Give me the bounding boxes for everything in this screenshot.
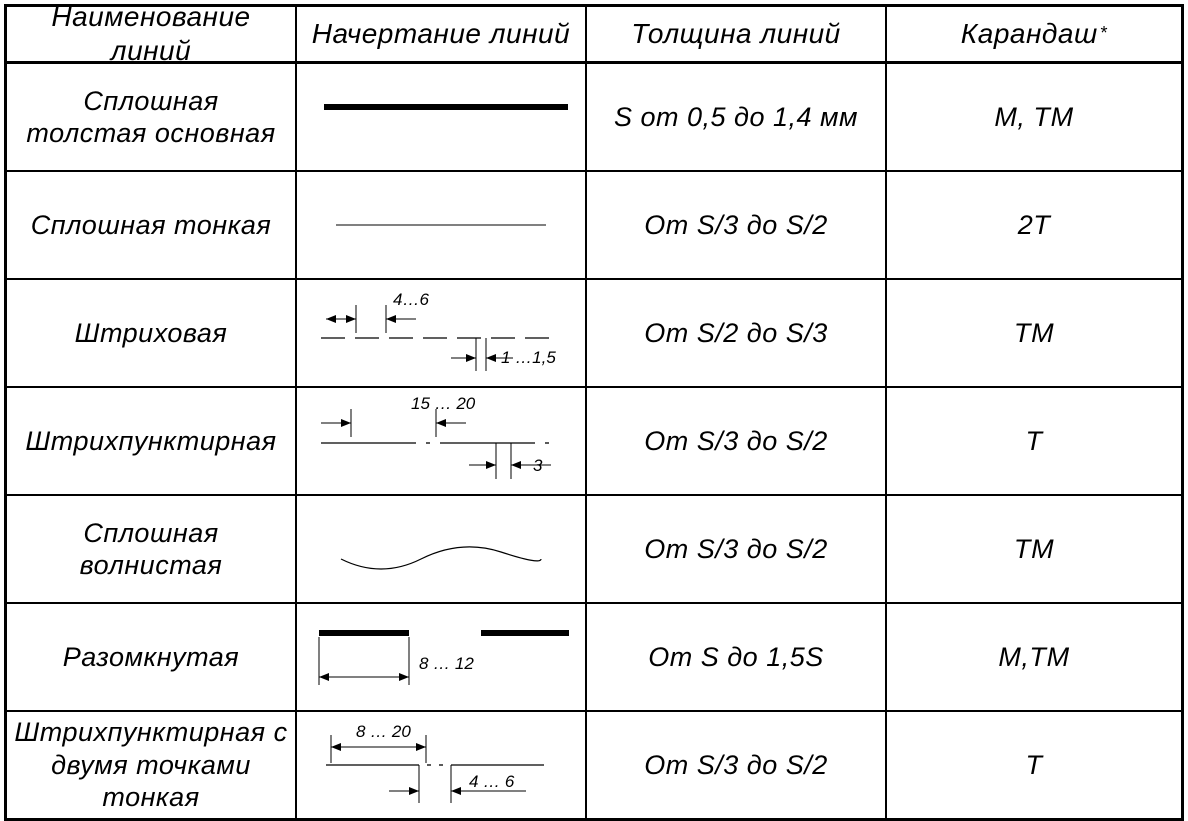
line-name: Штрихпунктирная [7, 388, 297, 494]
line-style-preview: 8 … 12 [297, 604, 587, 710]
table-row: Штрихпунктирная 15 … 20 [7, 388, 1181, 496]
line-pencil: Т [887, 712, 1181, 818]
line-pencil: М,ТМ [887, 604, 1181, 710]
line-thickness: От S до 1,5S [587, 604, 887, 710]
line-thickness: От S/3 до S/2 [587, 496, 887, 602]
line-name: Разомкнутая [7, 604, 297, 710]
gap-label: 1 …1,5 [501, 348, 556, 367]
table-row: Сплошная толстая основная S от 0,5 до 1,… [7, 64, 1181, 172]
line-name: Сплошная волнистая [7, 496, 297, 602]
gap-label: 3 [533, 456, 543, 475]
line-pencil: 2Т [887, 172, 1181, 278]
table-row: Сплошная волнистая От S/3 до S/2 ТМ [7, 496, 1181, 604]
dash-dot-icon: 15 … 20 3 [301, 391, 581, 491]
wavy-icon [306, 504, 576, 594]
line-thickness: От S/3 до S/2 [587, 712, 887, 818]
line-types-table: Наименование линий Начертание линий Толщ… [4, 4, 1184, 821]
line-pencil: ТМ [887, 496, 1181, 602]
dash-dot-dot-icon: 8 … 20 4 … 6 [301, 715, 581, 815]
line-style-preview [297, 64, 587, 170]
dash-length-label: 8 … 20 [356, 722, 411, 741]
gap-label: 8 … 12 [419, 654, 474, 673]
line-style-preview: 8 … 20 4 … 6 [297, 712, 587, 818]
line-thickness: S от 0,5 до 1,4 мм [587, 64, 887, 170]
col-header-pencil: Карандаш* [887, 7, 1181, 61]
line-thickness: От S/3 до S/2 [587, 172, 887, 278]
line-pencil: М, ТМ [887, 64, 1181, 170]
asterisk-icon: * [1100, 23, 1108, 45]
dash-length-label: 4…6 [393, 290, 429, 309]
dashed-icon: 4…6 1 …1,5 [301, 283, 581, 383]
col-header-pencil-label: Карандаш [961, 17, 1098, 51]
line-style-preview [297, 496, 587, 602]
line-thickness: От S/3 до S/2 [587, 388, 887, 494]
table-row: Сплошная тонкая От S/3 до S/2 2Т [7, 172, 1181, 280]
table-header-row: Наименование линий Начертание линий Толщ… [7, 7, 1181, 64]
table-row: Штриховая 4…6 1 …1, [7, 280, 1181, 388]
col-header-thickness: Толщина линий [587, 7, 887, 61]
line-style-preview [297, 172, 587, 278]
line-name: Сплошная тонкая [7, 172, 297, 278]
line-pencil: Т [887, 388, 1181, 494]
gap-label: 4 … 6 [469, 772, 515, 791]
table-row: Разомкнутая 8 … 12 От S до 1,5S М,ТМ [7, 604, 1181, 712]
solid-thin-icon [306, 180, 576, 270]
line-thickness: От S/2 до S/3 [587, 280, 887, 386]
line-pencil: ТМ [887, 280, 1181, 386]
line-style-preview: 4…6 1 …1,5 [297, 280, 587, 386]
line-style-preview: 15 … 20 3 [297, 388, 587, 494]
open-line-icon: 8 … 12 [301, 607, 581, 707]
dash-length-label: 15 … 20 [411, 394, 476, 413]
line-name: Сплошная толстая основная [7, 64, 297, 170]
table-row: Штрихпунктирная с двумя точками тонкая 8… [7, 712, 1181, 818]
solid-thick-icon [306, 72, 576, 162]
col-header-style: Начертание линий [297, 7, 587, 61]
line-name: Штриховая [7, 280, 297, 386]
col-header-name: Наименование линий [7, 7, 297, 61]
line-name: Штрихпунктирная с двумя точками тонкая [7, 712, 297, 818]
